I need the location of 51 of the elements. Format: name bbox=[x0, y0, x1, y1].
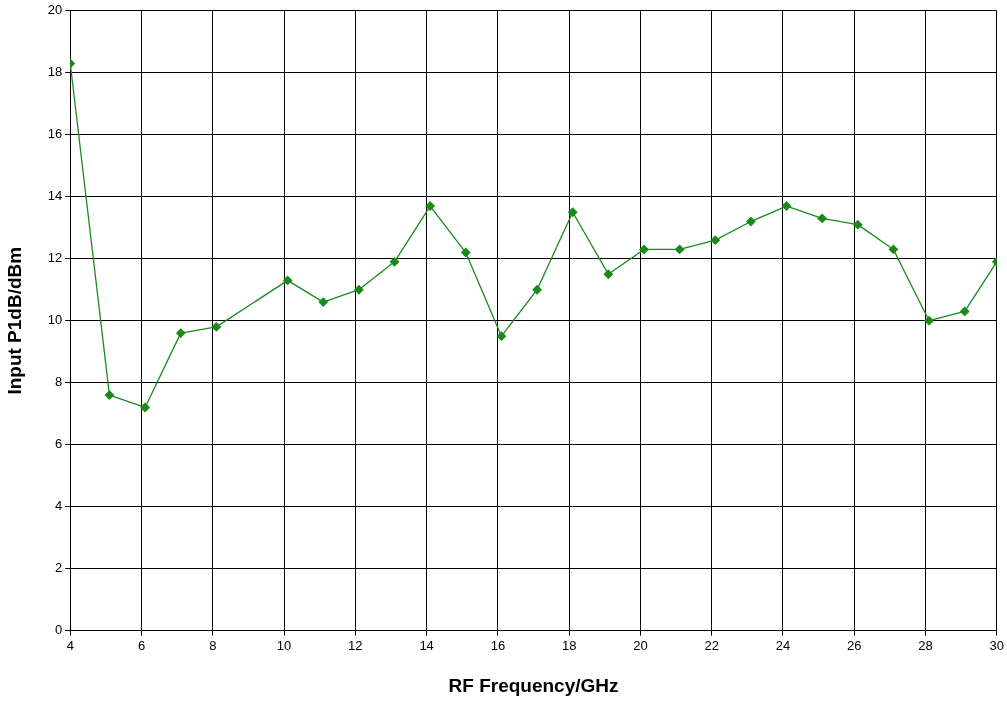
y-tick-label: 10 bbox=[47, 312, 63, 328]
y-tick-label: 8 bbox=[55, 374, 63, 390]
y-tick-label: 20 bbox=[47, 2, 63, 18]
x-tick-label: 10 bbox=[276, 637, 292, 653]
x-tick-label: 30 bbox=[989, 637, 1004, 653]
point bbox=[532, 285, 542, 295]
y-axis-title: Input P1dB/dBm bbox=[3, 246, 25, 395]
point bbox=[853, 219, 863, 230]
x-tick-label: 28 bbox=[918, 637, 933, 653]
point bbox=[282, 275, 293, 286]
y-tick-label: 6 bbox=[55, 436, 63, 452]
x-tick-label: 26 bbox=[847, 637, 862, 653]
y-tick-label: 2 bbox=[55, 560, 63, 576]
x-tick-label: 24 bbox=[775, 637, 791, 653]
x-tick-label: 20 bbox=[633, 637, 648, 653]
x-tick-label: 22 bbox=[704, 637, 719, 653]
point bbox=[710, 235, 720, 245]
point bbox=[425, 201, 435, 211]
point bbox=[888, 244, 899, 255]
x-tick-label: 16 bbox=[490, 637, 506, 653]
point bbox=[639, 244, 649, 255]
x-axis-title: RF Frequency/GHz bbox=[448, 674, 619, 696]
point bbox=[960, 306, 970, 317]
x-tick-label: 18 bbox=[561, 637, 577, 653]
point bbox=[817, 213, 827, 224]
point bbox=[318, 297, 328, 307]
point bbox=[461, 247, 471, 258]
x-tick-label: 14 bbox=[419, 637, 434, 653]
point bbox=[496, 331, 507, 341]
y-tick-label: 12 bbox=[47, 250, 63, 266]
y-tick-label: 14 bbox=[47, 188, 63, 204]
point bbox=[568, 207, 578, 217]
x-tick-label: 4 bbox=[66, 637, 74, 653]
point bbox=[354, 285, 364, 295]
x-tick-label: 12 bbox=[348, 637, 363, 653]
x-tick-label: 8 bbox=[209, 637, 217, 653]
point bbox=[924, 316, 934, 326]
point bbox=[140, 402, 150, 413]
point bbox=[746, 216, 756, 227]
point bbox=[211, 322, 222, 332]
x-tick-label: 6 bbox=[137, 637, 146, 653]
point bbox=[104, 390, 115, 400]
point bbox=[781, 201, 792, 211]
point bbox=[389, 257, 400, 267]
y-tick-label: 16 bbox=[47, 126, 63, 142]
y-tick-label: 0 bbox=[55, 622, 63, 638]
point bbox=[176, 328, 186, 338]
y-tick-label: 4 bbox=[55, 498, 63, 514]
point bbox=[603, 269, 613, 279]
point bbox=[674, 244, 685, 255]
y-tick-label: 18 bbox=[47, 64, 63, 80]
